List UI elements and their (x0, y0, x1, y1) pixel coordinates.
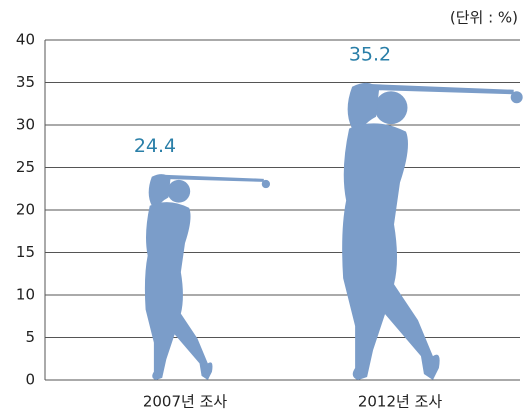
y-tick-label: 25 (16, 158, 35, 176)
golfer-bar (144, 174, 271, 381)
x-tick-label: 2012년 조사 (358, 393, 443, 411)
club-head (510, 91, 523, 104)
arms (347, 82, 380, 135)
head (374, 91, 408, 125)
y-tick-label: 15 (16, 243, 35, 261)
value-label: 24.4 (134, 135, 176, 157)
head (167, 179, 191, 203)
club (160, 174, 264, 182)
y-tick-label: 40 (16, 31, 35, 49)
value-label: 35.2 (349, 43, 391, 65)
body (144, 202, 213, 381)
y-tick-label: 5 (25, 328, 35, 346)
club (364, 83, 514, 95)
y-tick-label: 35 (16, 73, 35, 91)
x-tick-label: 2007년 조사 (143, 393, 228, 411)
unit-label: (단위 : %) (450, 9, 518, 27)
body (342, 123, 440, 380)
y-tick-label: 30 (16, 116, 35, 134)
y-tick-label: 0 (25, 371, 35, 389)
y-tick-label: 20 (16, 201, 35, 219)
club-head (261, 179, 271, 189)
arms (148, 174, 171, 210)
golfer-bar (342, 82, 523, 380)
y-tick-label: 10 (16, 286, 35, 304)
